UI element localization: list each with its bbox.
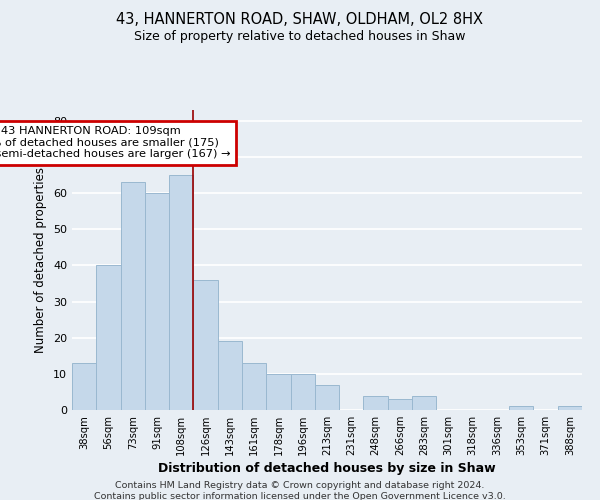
Text: Size of property relative to detached houses in Shaw: Size of property relative to detached ho… [134, 30, 466, 43]
Bar [218, 342, 242, 410]
Text: Contains public sector information licensed under the Open Government Licence v3: Contains public sector information licen… [94, 492, 506, 500]
Bar [72, 363, 96, 410]
Bar [96, 266, 121, 410]
Bar [242, 363, 266, 410]
Bar [558, 406, 582, 410]
Bar [121, 182, 145, 410]
Bar [388, 399, 412, 410]
Bar [193, 280, 218, 410]
Text: 43 HANNERTON ROAD: 109sqm
← 51% of detached houses are smaller (175)
48% of semi: 43 HANNERTON ROAD: 109sqm ← 51% of detac… [0, 126, 230, 160]
Bar [169, 175, 193, 410]
Bar [364, 396, 388, 410]
Text: 43, HANNERTON ROAD, SHAW, OLDHAM, OL2 8HX: 43, HANNERTON ROAD, SHAW, OLDHAM, OL2 8H… [116, 12, 484, 28]
Bar [290, 374, 315, 410]
Bar [266, 374, 290, 410]
Y-axis label: Number of detached properties: Number of detached properties [34, 167, 47, 353]
Bar [315, 384, 339, 410]
Bar [145, 193, 169, 410]
Text: Contains HM Land Registry data © Crown copyright and database right 2024.: Contains HM Land Registry data © Crown c… [115, 481, 485, 490]
X-axis label: Distribution of detached houses by size in Shaw: Distribution of detached houses by size … [158, 462, 496, 475]
Bar [412, 396, 436, 410]
Bar [509, 406, 533, 410]
